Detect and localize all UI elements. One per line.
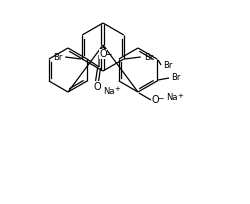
Text: O: O bbox=[99, 49, 106, 59]
Text: Br: Br bbox=[143, 52, 152, 61]
Text: Na: Na bbox=[166, 93, 177, 102]
Text: O: O bbox=[93, 82, 100, 92]
Text: Br: Br bbox=[170, 73, 180, 82]
Text: O: O bbox=[152, 95, 159, 105]
Text: Br: Br bbox=[53, 52, 62, 61]
Text: −: − bbox=[104, 51, 111, 60]
Text: Na: Na bbox=[103, 86, 114, 95]
Text: Br: Br bbox=[162, 61, 172, 71]
Text: −: − bbox=[156, 94, 162, 103]
Text: O: O bbox=[99, 47, 106, 57]
Text: +: + bbox=[114, 86, 119, 92]
Text: +: + bbox=[176, 93, 182, 99]
